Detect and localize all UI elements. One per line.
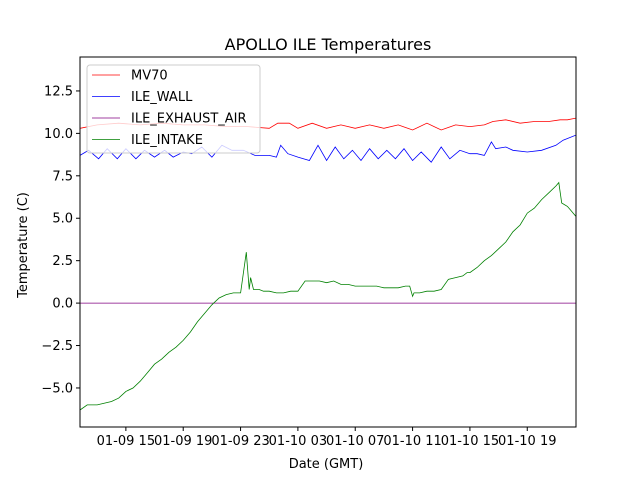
legend-label: MV70 (131, 69, 168, 84)
y-axis: −5.0 −2.5 0.0 2.5 5.0 7.5 10.0 12.5 (41, 84, 80, 396)
y-tick-label: 7.5 (52, 169, 73, 184)
y-tick-label: −2.5 (41, 339, 73, 354)
x-tick-label: 01-10 07 (326, 434, 384, 449)
y-tick-label: 0.0 (52, 297, 73, 312)
x-axis-label: Date (GMT) (289, 457, 364, 472)
plot-frame (79, 56, 577, 428)
y-tick-label: 2.5 (52, 254, 73, 269)
x-tick-label: 01-10 15 (441, 434, 499, 449)
chart-title: APOLLO ILE Temperatures (225, 35, 432, 54)
x-tick-label: 01-10 03 (269, 434, 327, 449)
y-axis-label: Temperature (C) (16, 192, 31, 299)
y-tick-label: 10.0 (44, 127, 73, 142)
x-tick-label: 01-09 23 (211, 434, 269, 449)
x-tick-label: 01-10 11 (383, 434, 441, 449)
legend-frame (86, 64, 261, 154)
y-tick-label: −5.0 (41, 381, 73, 396)
y-tick-label: 12.5 (44, 84, 73, 99)
y-tick-label: 5.0 (52, 212, 73, 227)
plot-lines (80, 117, 576, 411)
legend: MV70 ILE_WALL ILE_EXHAUST_AIR ILE_INTAKE (86, 64, 261, 154)
x-tick-label: 01-10 19 (498, 434, 556, 449)
x-tick-label: 01-09 15 (97, 434, 155, 449)
x-tick-label: 01-09 19 (154, 434, 212, 449)
legend-label: ILE_WALL (131, 90, 193, 105)
legend-label: ILE_INTAKE (131, 133, 203, 148)
legend-label: ILE_EXHAUST_AIR (131, 112, 247, 127)
series-line-ile-intake (80, 181, 576, 411)
